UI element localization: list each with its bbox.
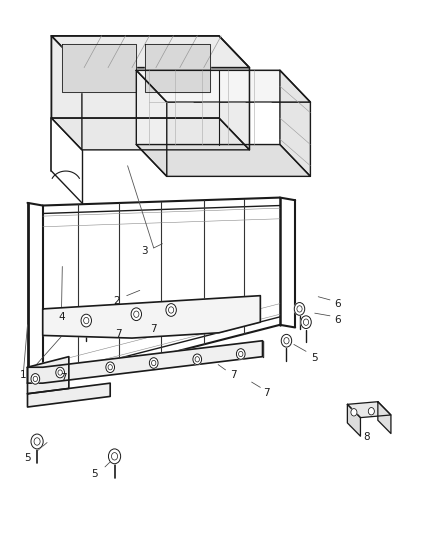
Circle shape <box>301 316 311 328</box>
Text: 7: 7 <box>230 370 236 380</box>
Circle shape <box>56 367 64 378</box>
Text: 5: 5 <box>92 470 98 479</box>
Text: 7: 7 <box>116 329 122 340</box>
Text: 7: 7 <box>264 387 270 398</box>
Polygon shape <box>28 341 262 383</box>
Circle shape <box>166 304 177 317</box>
Circle shape <box>351 409 357 416</box>
Circle shape <box>193 354 201 365</box>
Circle shape <box>31 434 43 449</box>
Circle shape <box>237 349 245 359</box>
Circle shape <box>109 449 120 464</box>
Polygon shape <box>347 402 391 418</box>
Text: 4: 4 <box>58 312 65 322</box>
Text: 7: 7 <box>150 324 157 334</box>
Circle shape <box>31 374 40 384</box>
Text: 7: 7 <box>60 373 67 383</box>
Polygon shape <box>136 144 311 176</box>
Circle shape <box>131 308 141 320</box>
Circle shape <box>294 303 305 316</box>
Circle shape <box>106 362 115 373</box>
Text: 5: 5 <box>24 454 31 463</box>
Circle shape <box>368 408 374 415</box>
Polygon shape <box>62 44 136 92</box>
Text: 1: 1 <box>20 370 26 380</box>
Text: 2: 2 <box>113 296 120 306</box>
Text: 5: 5 <box>311 353 318 362</box>
Polygon shape <box>51 36 250 150</box>
Text: 6: 6 <box>335 298 341 309</box>
Polygon shape <box>28 357 69 394</box>
Text: 6: 6 <box>335 314 341 325</box>
Polygon shape <box>347 405 360 436</box>
Polygon shape <box>51 36 82 150</box>
Text: 3: 3 <box>141 246 148 256</box>
Polygon shape <box>145 44 210 92</box>
Polygon shape <box>51 118 250 150</box>
Polygon shape <box>280 70 311 176</box>
Text: 8: 8 <box>364 432 370 442</box>
Polygon shape <box>136 70 311 102</box>
Circle shape <box>81 314 92 327</box>
Polygon shape <box>378 402 391 433</box>
Polygon shape <box>28 383 110 407</box>
Polygon shape <box>43 296 260 338</box>
Circle shape <box>281 334 292 347</box>
Polygon shape <box>51 36 250 68</box>
Circle shape <box>149 358 158 368</box>
Polygon shape <box>136 70 167 176</box>
